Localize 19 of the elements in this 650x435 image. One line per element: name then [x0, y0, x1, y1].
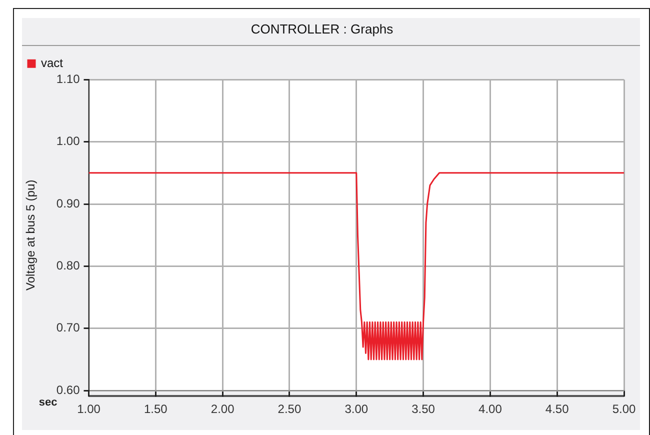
- x-axis-title: sec: [38, 396, 58, 409]
- y-tick-label: 1.00: [56, 134, 80, 148]
- y-tick-label: 0.80: [56, 258, 80, 273]
- y-axis-title: Voltage at bus 5 (pu): [24, 180, 38, 290]
- chart-title: CONTROLLER : Graphs: [250, 21, 394, 36]
- x-tick-label: 4.00: [478, 402, 502, 416]
- x-tick-label: 2.00: [210, 402, 235, 416]
- x-tick-label: 1.50: [144, 402, 168, 416]
- x-tick-label: 5.00: [612, 402, 636, 416]
- y-tick-label: 1.10: [56, 72, 80, 86]
- legend-label: vact: [41, 56, 64, 70]
- x-tick-label: 1.00: [77, 402, 101, 416]
- y-tick-label: 0.60: [56, 382, 80, 397]
- x-tick-label: 4.50: [545, 402, 570, 416]
- y-tick-label: 0.90: [56, 196, 80, 210]
- y-tick-label: 0.70: [56, 320, 80, 335]
- x-tick-label: 2.50: [278, 402, 302, 416]
- x-tick-label: 3.50: [412, 402, 436, 416]
- x-tick-label: 3.00: [344, 402, 368, 416]
